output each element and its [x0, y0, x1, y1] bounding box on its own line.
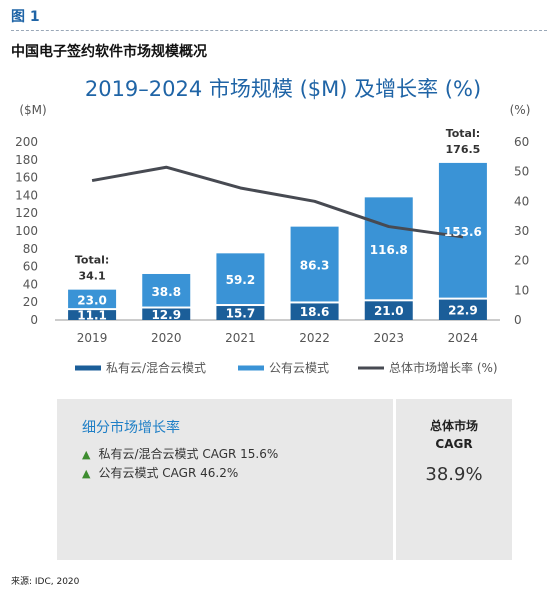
- chart-title: 2019–2024 市场规模 ($M) 及增长率 (%): [85, 77, 481, 101]
- bar-public-2019: [68, 289, 117, 309]
- bar-label-public: 38.8: [151, 285, 181, 299]
- x-tick-label: 2023: [373, 331, 404, 345]
- segment-item-public: ▲ 公有云模式 CAGR 46.2%: [82, 464, 238, 481]
- left-tick-label: 140: [15, 188, 38, 202]
- figure-label: 图 1: [11, 9, 40, 25]
- chart: 2019–2024 市场规模 ($M) 及增长率 (%) ($M) (%) 0 2…: [15, 77, 531, 375]
- cagr-panel: 细分市场增长率 ▲ 私有云/混合云模式 CAGR 15.6% ▲ 公有云模式 CAG…: [57, 399, 512, 560]
- bar-series: [68, 162, 487, 320]
- x-tick-label: 2019: [77, 331, 108, 345]
- right-tick-label: 40: [514, 194, 529, 208]
- x-axis: 2019 2020 2021 2022 2023 2024: [77, 331, 478, 345]
- bar-label-public: 59.2: [226, 273, 256, 287]
- legend-swatch-bar: [75, 365, 101, 371]
- total-cagr-title-line2: CAGR: [435, 437, 473, 451]
- legend-label: 总体市场增长率 (%): [389, 360, 498, 375]
- segment-growth-section: 细分市场增长率 ▲ 私有云/混合云模式 CAGR 15.6% ▲ 公有云模式 CAG…: [57, 399, 393, 560]
- right-axis: 0 10 20 30 40 50 60: [514, 135, 529, 327]
- right-axis-unit: (%): [510, 103, 531, 117]
- x-tick-label: 2020: [151, 331, 182, 345]
- growth-rate-line: [91, 165, 464, 239]
- bar-label-private: 15.7: [226, 307, 256, 321]
- dashed-divider: [11, 30, 547, 31]
- bar-labels: 11.1 23.0 12.9 38.8 15.7 59.2 18.6 86.3 21.0 116.…: [77, 225, 482, 323]
- bar-label-public: 116.8: [370, 243, 408, 257]
- bar-public-2023: [364, 197, 413, 300]
- panel-divider: [393, 399, 396, 560]
- legend: 私有云/混合云模式 公有云模式 总体市场增长率 (%): [75, 360, 498, 375]
- left-tick-label: 40: [23, 277, 38, 291]
- x-tick-label: 2022: [299, 331, 330, 345]
- left-tick-label: 20: [23, 295, 38, 309]
- x-tick-label: 2024: [448, 331, 479, 345]
- left-tick-label: 160: [15, 171, 38, 185]
- total-value: 34.1: [79, 270, 106, 283]
- bar-label-private: 18.6: [300, 305, 330, 319]
- figure-title: 中国电子签约软件市场规模概况: [11, 44, 207, 60]
- bar-private-2024: [438, 299, 487, 320]
- left-tick-label: 120: [15, 206, 38, 220]
- x-tick-label: 2021: [225, 331, 256, 345]
- bar-label-public: 86.3: [300, 259, 330, 273]
- right-tick-label: 10: [514, 283, 529, 297]
- right-tick-label: 30: [514, 224, 529, 238]
- total-cagr-value: 38.9%: [425, 464, 483, 485]
- source-note: 来源: IDC, 2020: [11, 577, 80, 587]
- bar-label-public: 23.0: [77, 293, 107, 307]
- total-label: Total:: [446, 127, 480, 140]
- up-triangle-icon: ▲: [82, 448, 91, 461]
- total-cagr-section: 总体市场 CAGR 38.9%: [396, 399, 512, 560]
- right-tick-label: 60: [514, 135, 529, 149]
- legend-swatch-bar: [238, 365, 264, 371]
- bar-label-private: 12.9: [151, 308, 181, 322]
- left-axis-unit: ($M): [19, 103, 46, 117]
- left-tick-label: 100: [15, 224, 38, 238]
- total-cagr-title: 总体市场 CAGR: [396, 417, 512, 453]
- bar-public-2020: [142, 273, 191, 307]
- left-tick-label: 180: [15, 153, 38, 167]
- bar-public-2024: [438, 162, 487, 298]
- bar-label-public: 153.6: [444, 225, 482, 239]
- legend-label: 公有云模式: [269, 361, 329, 375]
- bar-private-2021: [216, 306, 265, 320]
- segment-item-text: 私有云/混合云模式 CAGR 15.6%: [98, 447, 279, 461]
- total-value: 176.5: [446, 143, 481, 156]
- left-tick-label: 0: [30, 313, 38, 327]
- bar-private-2020: [142, 308, 191, 320]
- total-cagr-title-line1: 总体市场: [429, 419, 478, 433]
- bar-label-private: 22.9: [448, 303, 478, 317]
- left-tick-label: 200: [15, 135, 38, 149]
- right-tick-label: 20: [514, 254, 529, 268]
- legend-label: 私有云/混合云模式: [106, 360, 206, 375]
- bar-label-private: 21.0: [374, 304, 404, 318]
- left-axis: 0 20 40 60 80 100 120 140 160 180 200: [15, 135, 38, 327]
- left-tick-label: 80: [23, 242, 38, 256]
- segment-item-text: 公有云模式 CAGR 46.2%: [98, 466, 239, 480]
- right-tick-label: 0: [514, 313, 522, 327]
- line-series: [91, 165, 464, 239]
- total-labels: Total: 34.1 Total: 176.5: [75, 127, 480, 283]
- right-tick-label: 50: [514, 165, 529, 179]
- total-label: Total:: [75, 254, 109, 267]
- bar-private-2022: [290, 303, 339, 320]
- left-tick-label: 60: [23, 260, 38, 274]
- bar-private-2023: [364, 301, 413, 320]
- bar-public-2022: [290, 226, 339, 302]
- segment-growth-title: 细分市场增长率: [82, 420, 180, 436]
- bar-private-2019: [68, 310, 117, 320]
- up-triangle-icon: ▲: [82, 467, 91, 480]
- bar-label-private: 11.1: [77, 309, 107, 323]
- segment-item-private: ▲ 私有云/混合云模式 CAGR 15.6%: [82, 445, 278, 462]
- bar-public-2021: [216, 253, 265, 305]
